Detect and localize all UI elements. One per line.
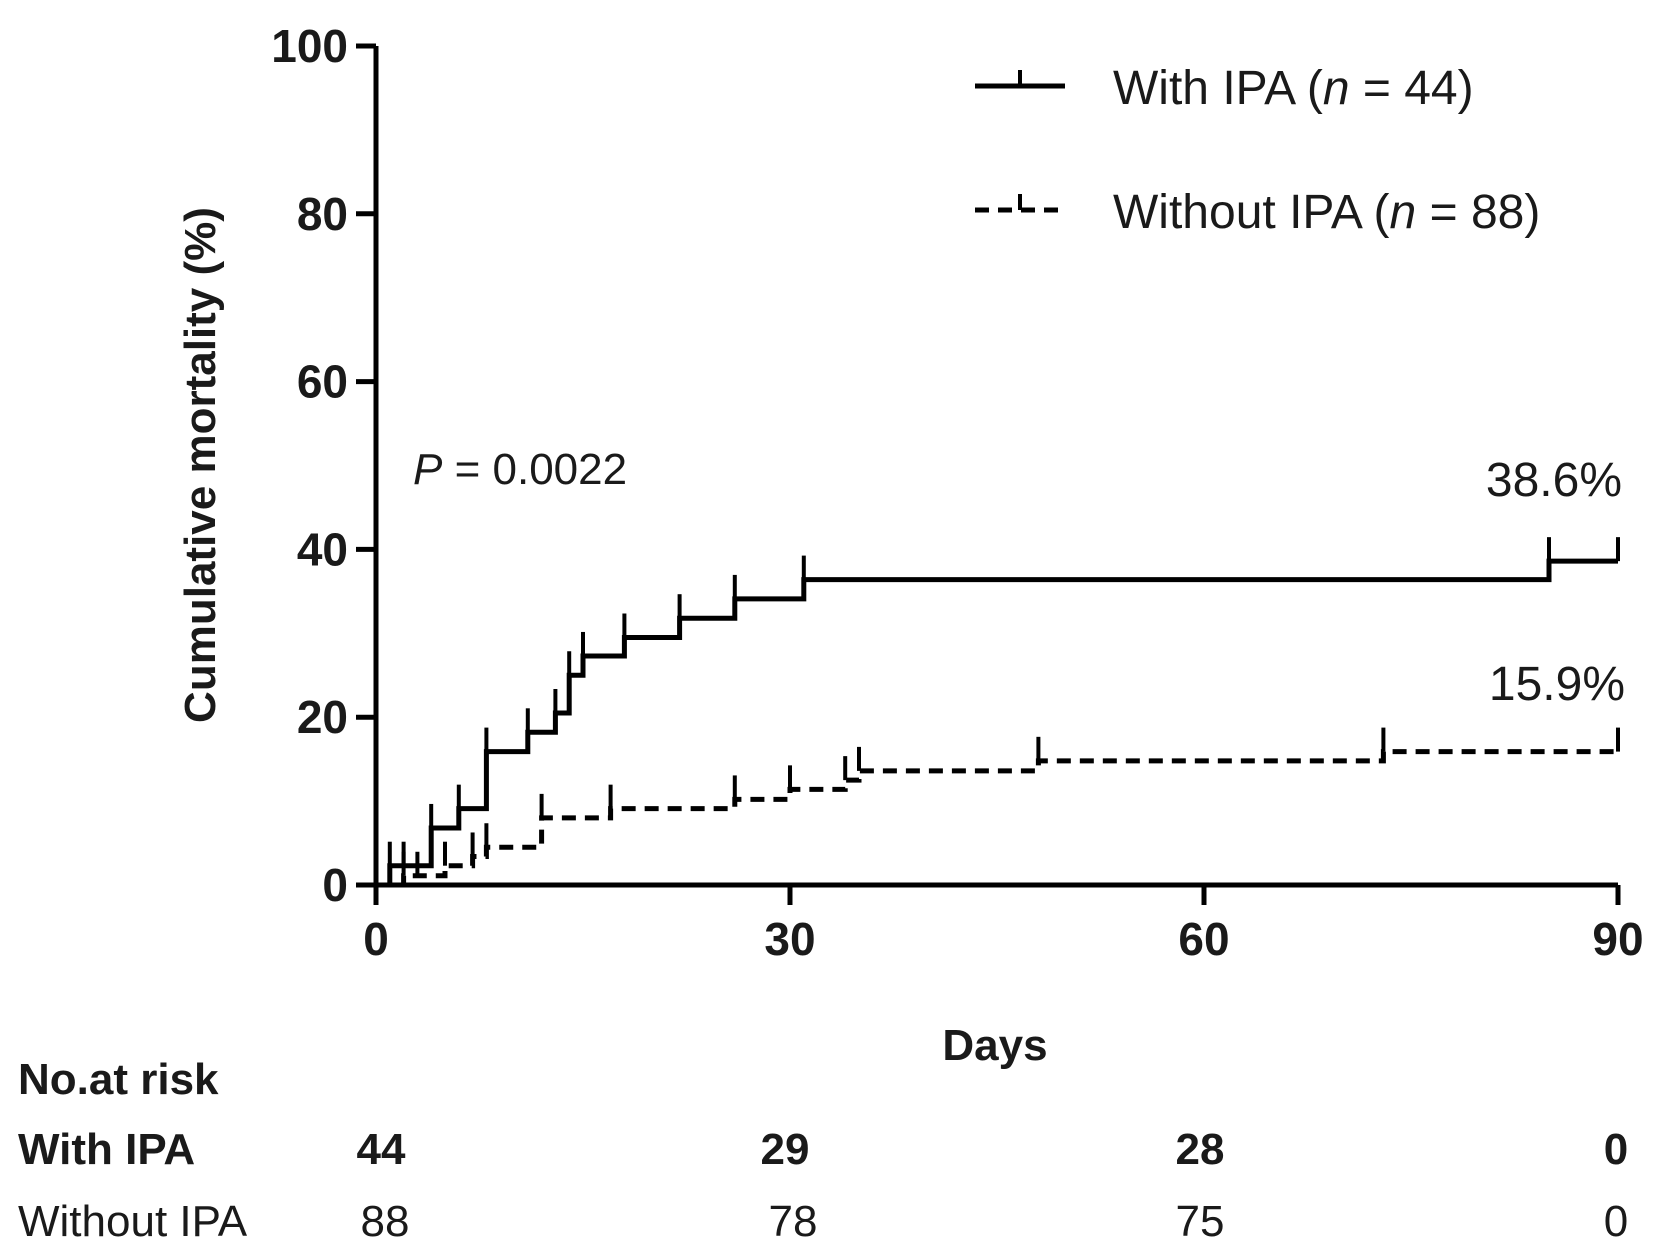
risk-row-label-with-ipa: With IPA bbox=[18, 1125, 196, 1174]
series-with-ipa bbox=[376, 537, 1620, 888]
legend: With IPA (n = 44) Without IPA (n = 88) bbox=[975, 62, 1540, 239]
y-tick-label-80: 80 bbox=[297, 188, 348, 240]
risk-with-ipa-day30: 29 bbox=[760, 1125, 810, 1174]
y-tick-label-0: 0 bbox=[322, 859, 348, 911]
without-ipa-curve bbox=[376, 749, 1618, 888]
y-tick-label-60: 60 bbox=[297, 356, 348, 408]
risk-without-ipa-day0: 88 bbox=[360, 1197, 410, 1246]
y-tick-label-40: 40 bbox=[297, 523, 348, 575]
with-ipa-final-label: 38.6% bbox=[1486, 454, 1622, 507]
risk-row-label-without-ipa: Without IPA bbox=[18, 1197, 248, 1246]
legend-label-with-ipa: With IPA (n = 44) bbox=[1113, 62, 1474, 115]
p-value: = 0.0022 bbox=[442, 445, 627, 494]
risk-without-ipa-day60: 75 bbox=[1175, 1197, 1225, 1246]
risk-with-ipa-day60: 28 bbox=[1175, 1125, 1225, 1174]
risk-table-title: No.at risk bbox=[18, 1055, 219, 1104]
x-tick-label-90: 90 bbox=[1592, 913, 1643, 965]
risk-without-ipa-day90: 0 bbox=[1603, 1197, 1629, 1246]
p-letter: P bbox=[413, 445, 443, 494]
y-ticks: 0 20 40 60 80 100 bbox=[271, 20, 376, 911]
with-ipa-curve bbox=[376, 558, 1618, 888]
p-value-label: P = 0.0022 bbox=[413, 445, 627, 494]
risk-with-ipa-day0: 44 bbox=[356, 1125, 406, 1174]
risk-without-ipa-day30: 78 bbox=[768, 1197, 818, 1246]
x-tick-label-0: 0 bbox=[363, 913, 389, 965]
legend-label-without-ipa: Without IPA (n = 88) bbox=[1113, 186, 1540, 239]
y-axis-label: Cumulative mortality (%) bbox=[176, 207, 225, 723]
risk-with-ipa-day90: 0 bbox=[1603, 1125, 1629, 1174]
x-ticks: 0 30 60 90 bbox=[363, 885, 1644, 965]
series-without-ipa bbox=[376, 727, 1620, 888]
x-axis-label: Days bbox=[942, 1021, 1047, 1070]
x-tick-label-60: 60 bbox=[1178, 913, 1229, 965]
y-tick-label-20: 20 bbox=[297, 691, 348, 743]
without-ipa-final-label: 15.9% bbox=[1489, 658, 1625, 711]
y-tick-label-100: 100 bbox=[271, 20, 348, 72]
x-tick-label-30: 30 bbox=[764, 913, 815, 965]
